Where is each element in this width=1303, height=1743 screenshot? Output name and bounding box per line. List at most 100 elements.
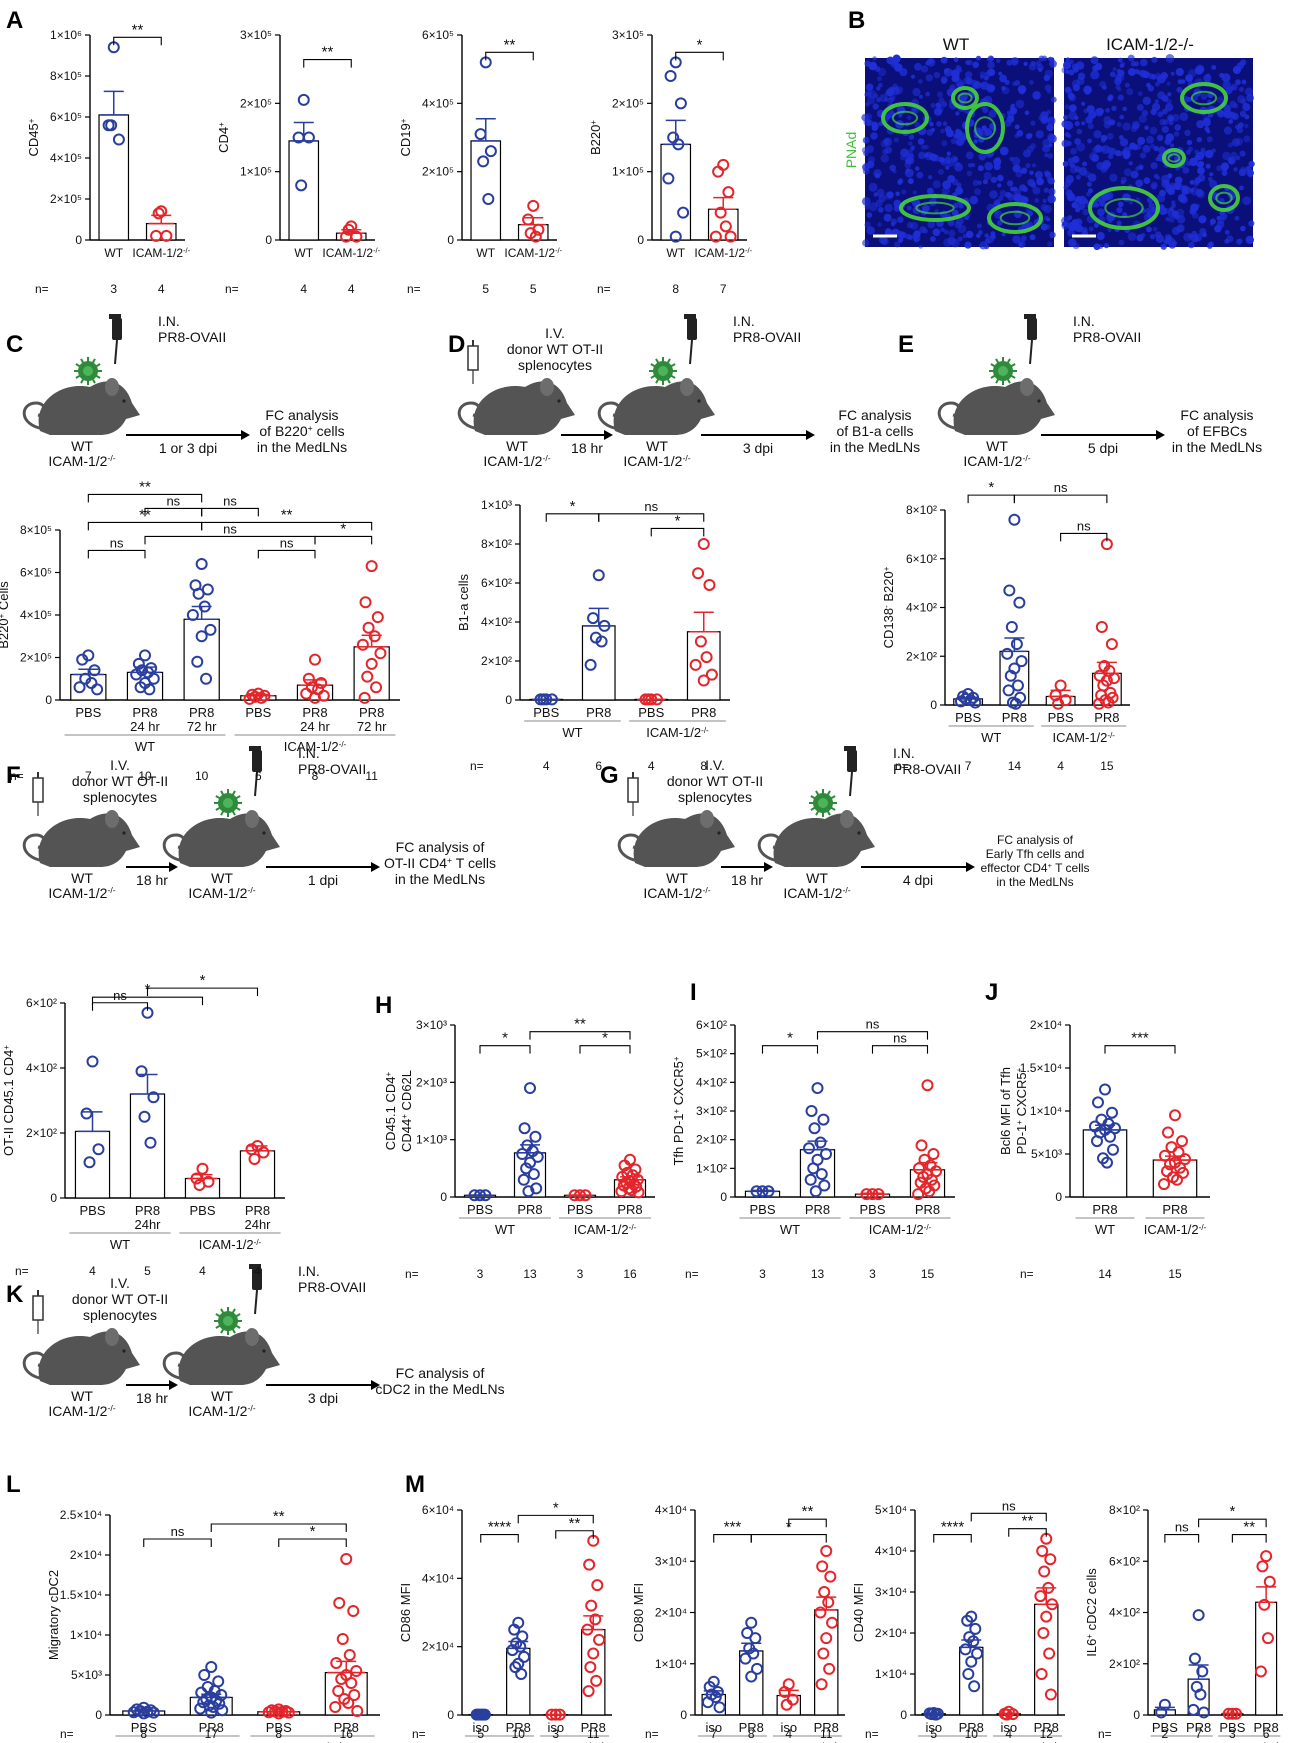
bar	[686, 631, 721, 701]
data-point	[1043, 1647, 1056, 1660]
data-point	[967, 1635, 980, 1648]
nucleus-dot	[1106, 132, 1114, 140]
significance-label: ***	[1131, 1030, 1149, 1047]
nucleus-dot	[1030, 60, 1036, 67]
nucleus-dot	[1239, 110, 1247, 118]
pipette-plunger-icon	[249, 746, 261, 751]
nucleus-dot	[1061, 139, 1069, 148]
significance-bracket	[485, 51, 534, 61]
mouse-ear-icon	[540, 378, 554, 396]
n-value: 12	[1040, 1727, 1054, 1741]
nucleus-dot	[1240, 225, 1246, 232]
nucleus-dot	[1047, 241, 1053, 247]
mouse-genotype-label: ICAM-1/2-/-	[483, 453, 550, 469]
data-point	[697, 674, 710, 687]
category-label: PR8	[132, 705, 157, 720]
treatment-label: I.N.	[158, 313, 180, 329]
nucleus-dot	[914, 166, 920, 171]
data-point	[927, 1148, 940, 1160]
chart-e: 0 2×10² 4×10² 6×10² 8×10² CD138- B220+ PBS PR8 P…	[881, 479, 1130, 773]
data-point	[342, 1697, 355, 1709]
data-point	[590, 1674, 603, 1687]
category-label: PR8	[915, 1202, 940, 1217]
data-point	[520, 1162, 533, 1175]
data-point	[212, 1675, 225, 1688]
nucleus-dot	[1047, 194, 1056, 204]
nucleus-dot	[933, 107, 943, 116]
significance-label: *	[310, 1523, 316, 1540]
significance-bracket	[1060, 532, 1108, 542]
nucleus-dot	[932, 228, 941, 237]
data-point	[1192, 1609, 1205, 1622]
nucleus-dot	[1161, 180, 1170, 189]
data-point	[593, 1633, 606, 1646]
n-value: 4	[543, 759, 550, 773]
data-point	[512, 1657, 525, 1670]
data-point	[1044, 1553, 1057, 1566]
significance-bracket	[1008, 1528, 1047, 1537]
nucleus-dot	[1167, 173, 1173, 179]
y-tick-label: 2×10⁴	[422, 1640, 454, 1654]
data-point	[802, 1142, 815, 1155]
data-point	[529, 1130, 542, 1143]
group-label: ICAM-1/2-/-	[284, 739, 347, 754]
nucleus-dot	[1185, 149, 1191, 155]
category-label: ICAM-1/2-/-	[504, 246, 562, 261]
nucleus-dot	[1205, 149, 1214, 159]
nucleus-dot	[862, 167, 870, 175]
data-point	[1176, 1135, 1188, 1148]
schematic-d: I.V.donor WT OT-IIsplenocytesWTICAM-1/2-…	[457, 313, 920, 469]
panel-letter-m: M	[405, 1471, 425, 1498]
nucleus-dot	[1222, 151, 1231, 161]
data-point	[482, 193, 495, 205]
nucleus-dot	[872, 56, 877, 61]
category-label: PR8	[1034, 1720, 1059, 1735]
virus-core-icon	[223, 798, 233, 808]
data-point	[692, 567, 705, 580]
mouse-genotype-label: ICAM-1/2-/-	[643, 885, 710, 901]
nucleus-dot	[1005, 191, 1011, 198]
y-axis-label: CD45.1 CD4+	[383, 1072, 398, 1151]
category-label: PBS	[245, 705, 271, 720]
nucleus-dot	[861, 197, 871, 206]
significance-label: *	[570, 498, 576, 515]
nucleus-dot	[1235, 155, 1241, 161]
category-label: PR8	[691, 705, 716, 720]
data-point	[923, 1185, 936, 1198]
y-axis-label: OT-II CD45.1 CD4+	[1, 1045, 16, 1156]
data-point	[1179, 1153, 1191, 1166]
nucleus-dot	[1046, 123, 1054, 132]
y-tick-label: 6×10²	[696, 1018, 727, 1032]
nucleus-dot	[1134, 69, 1139, 75]
nucleus-dot	[1156, 193, 1166, 203]
mouse-tail-icon	[937, 401, 961, 431]
data-point	[664, 70, 677, 82]
category-label: PBS	[266, 1720, 292, 1735]
data-point	[954, 695, 967, 708]
y-tick-label: 5×10²	[696, 1047, 727, 1061]
data-point	[1104, 1130, 1116, 1143]
data-point	[522, 213, 535, 226]
treatment-label: I.N.	[1073, 313, 1095, 329]
data-point	[155, 205, 168, 218]
data-point	[135, 1065, 148, 1078]
n-label: n=	[10, 769, 24, 783]
data-point	[255, 691, 268, 704]
nucleus-dot	[866, 145, 875, 154]
n-value: 11	[587, 1727, 600, 1741]
nucleus-dot	[1244, 114, 1250, 120]
nucleus-dot	[926, 187, 934, 195]
nucleus-dot	[1117, 94, 1124, 101]
nucleus-dot	[1246, 94, 1254, 102]
nucleus-dot	[876, 97, 881, 103]
significance-bracket	[871, 1045, 929, 1054]
nucleus-dot	[1011, 157, 1021, 166]
significance-bracket	[480, 1534, 519, 1543]
data-point	[309, 653, 321, 666]
n-value: 15	[1100, 759, 1114, 773]
nucleus-dot	[1168, 216, 1175, 223]
group-label: WT	[135, 739, 155, 754]
mouse-tail-icon	[22, 833, 46, 863]
nucleus-dot	[917, 138, 925, 145]
data-point	[925, 1708, 938, 1721]
